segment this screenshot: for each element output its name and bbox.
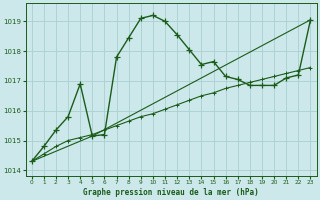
X-axis label: Graphe pression niveau de la mer (hPa): Graphe pression niveau de la mer (hPa): [83, 188, 259, 197]
